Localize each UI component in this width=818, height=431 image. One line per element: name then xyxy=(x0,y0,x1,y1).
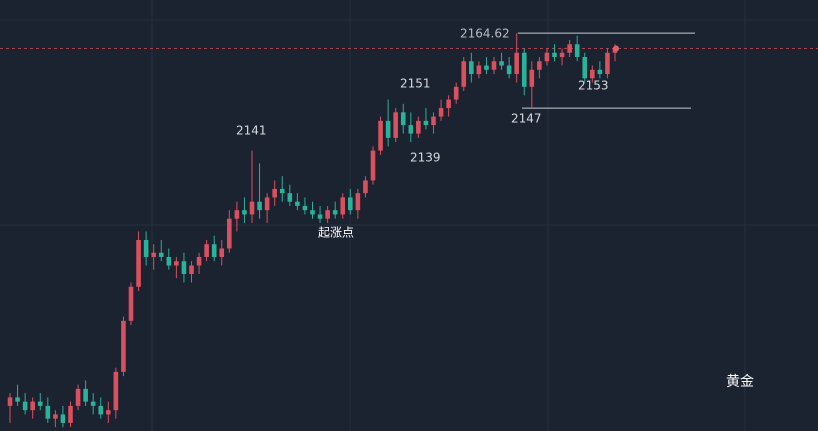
candle-body xyxy=(264,197,270,211)
candle-body xyxy=(506,65,512,75)
candle-body xyxy=(90,401,96,406)
candle-body xyxy=(590,69,595,79)
candle-body xyxy=(574,44,580,58)
candle-body xyxy=(597,69,603,75)
candle-body xyxy=(438,108,444,117)
candle-body xyxy=(196,256,202,266)
candle-body xyxy=(287,193,293,202)
candle-body xyxy=(181,261,187,275)
candle-body xyxy=(355,193,361,211)
candle-body xyxy=(363,180,368,194)
candle-body xyxy=(272,188,277,198)
candle-body xyxy=(75,388,81,406)
current-price-dot xyxy=(613,45,619,52)
candle-body xyxy=(469,61,474,75)
candle-body xyxy=(166,256,172,266)
candle-body xyxy=(537,61,542,70)
candle-body xyxy=(317,214,323,219)
candle-body xyxy=(60,414,66,423)
candle-body xyxy=(242,210,247,215)
candle-body xyxy=(431,116,436,126)
annotation: 2141 xyxy=(236,124,267,138)
candle-body xyxy=(53,414,58,419)
candle-body xyxy=(340,197,346,215)
candle-body xyxy=(567,44,572,53)
candle-body xyxy=(136,239,141,287)
annotation: 起涨点 xyxy=(318,225,354,240)
candle-body xyxy=(121,320,126,372)
candle-body xyxy=(143,239,149,257)
candle-body xyxy=(400,112,406,126)
annotation: 2151 xyxy=(400,77,431,91)
candle-body xyxy=(378,120,383,151)
candle-body xyxy=(370,150,376,181)
candle-body xyxy=(408,125,414,134)
candle-body xyxy=(158,252,164,257)
candle-body xyxy=(325,210,330,219)
annotation: 2147 xyxy=(511,112,542,126)
candle-body xyxy=(605,52,610,75)
candle-body xyxy=(514,52,519,75)
candle-body xyxy=(83,388,88,402)
candle-body xyxy=(219,248,225,257)
annotation: 2153 xyxy=(578,79,609,93)
chart-title: 黄金 xyxy=(726,373,754,390)
candle-body xyxy=(348,197,353,211)
candle-body xyxy=(416,120,421,134)
candle-body xyxy=(491,61,497,70)
candle-body xyxy=(332,210,338,215)
candle-body xyxy=(174,261,179,266)
candle-body xyxy=(98,405,104,415)
candle-body xyxy=(22,401,28,411)
candle-body xyxy=(234,210,240,219)
candle-body xyxy=(7,397,13,406)
candle-body xyxy=(499,61,504,66)
candle-body xyxy=(461,61,467,87)
candle-body xyxy=(302,205,308,211)
annotation: 2164.62 xyxy=(460,27,510,41)
candle-body xyxy=(151,252,156,257)
candle-body xyxy=(37,401,43,406)
candle-body xyxy=(15,397,20,402)
candle-body xyxy=(529,69,535,87)
candle-body xyxy=(385,120,391,138)
candle-body xyxy=(211,244,217,257)
candle-body xyxy=(106,410,111,415)
candle-body xyxy=(310,210,315,215)
candle-body xyxy=(453,86,459,100)
candle-body xyxy=(476,65,482,75)
candle-body xyxy=(189,265,194,275)
candle-body xyxy=(45,405,51,419)
candle-body xyxy=(113,371,119,411)
candle-body xyxy=(249,201,255,215)
candle-body xyxy=(544,52,550,62)
annotation: 2139 xyxy=(410,151,441,165)
candle-body xyxy=(559,52,565,58)
candle-body xyxy=(484,65,489,70)
candle-body xyxy=(227,218,232,249)
candle-body xyxy=(30,401,35,411)
candle-body xyxy=(423,120,429,126)
candle-body xyxy=(393,112,398,138)
candle-body xyxy=(128,286,134,321)
candle-body xyxy=(68,405,73,423)
candle-body xyxy=(446,99,451,109)
candle-body xyxy=(204,244,209,257)
candle-body xyxy=(257,201,262,211)
candle-body xyxy=(521,52,527,87)
candle-body xyxy=(279,188,285,194)
candle-body xyxy=(582,57,588,79)
candle-body xyxy=(295,201,300,206)
candle-body xyxy=(552,52,557,58)
